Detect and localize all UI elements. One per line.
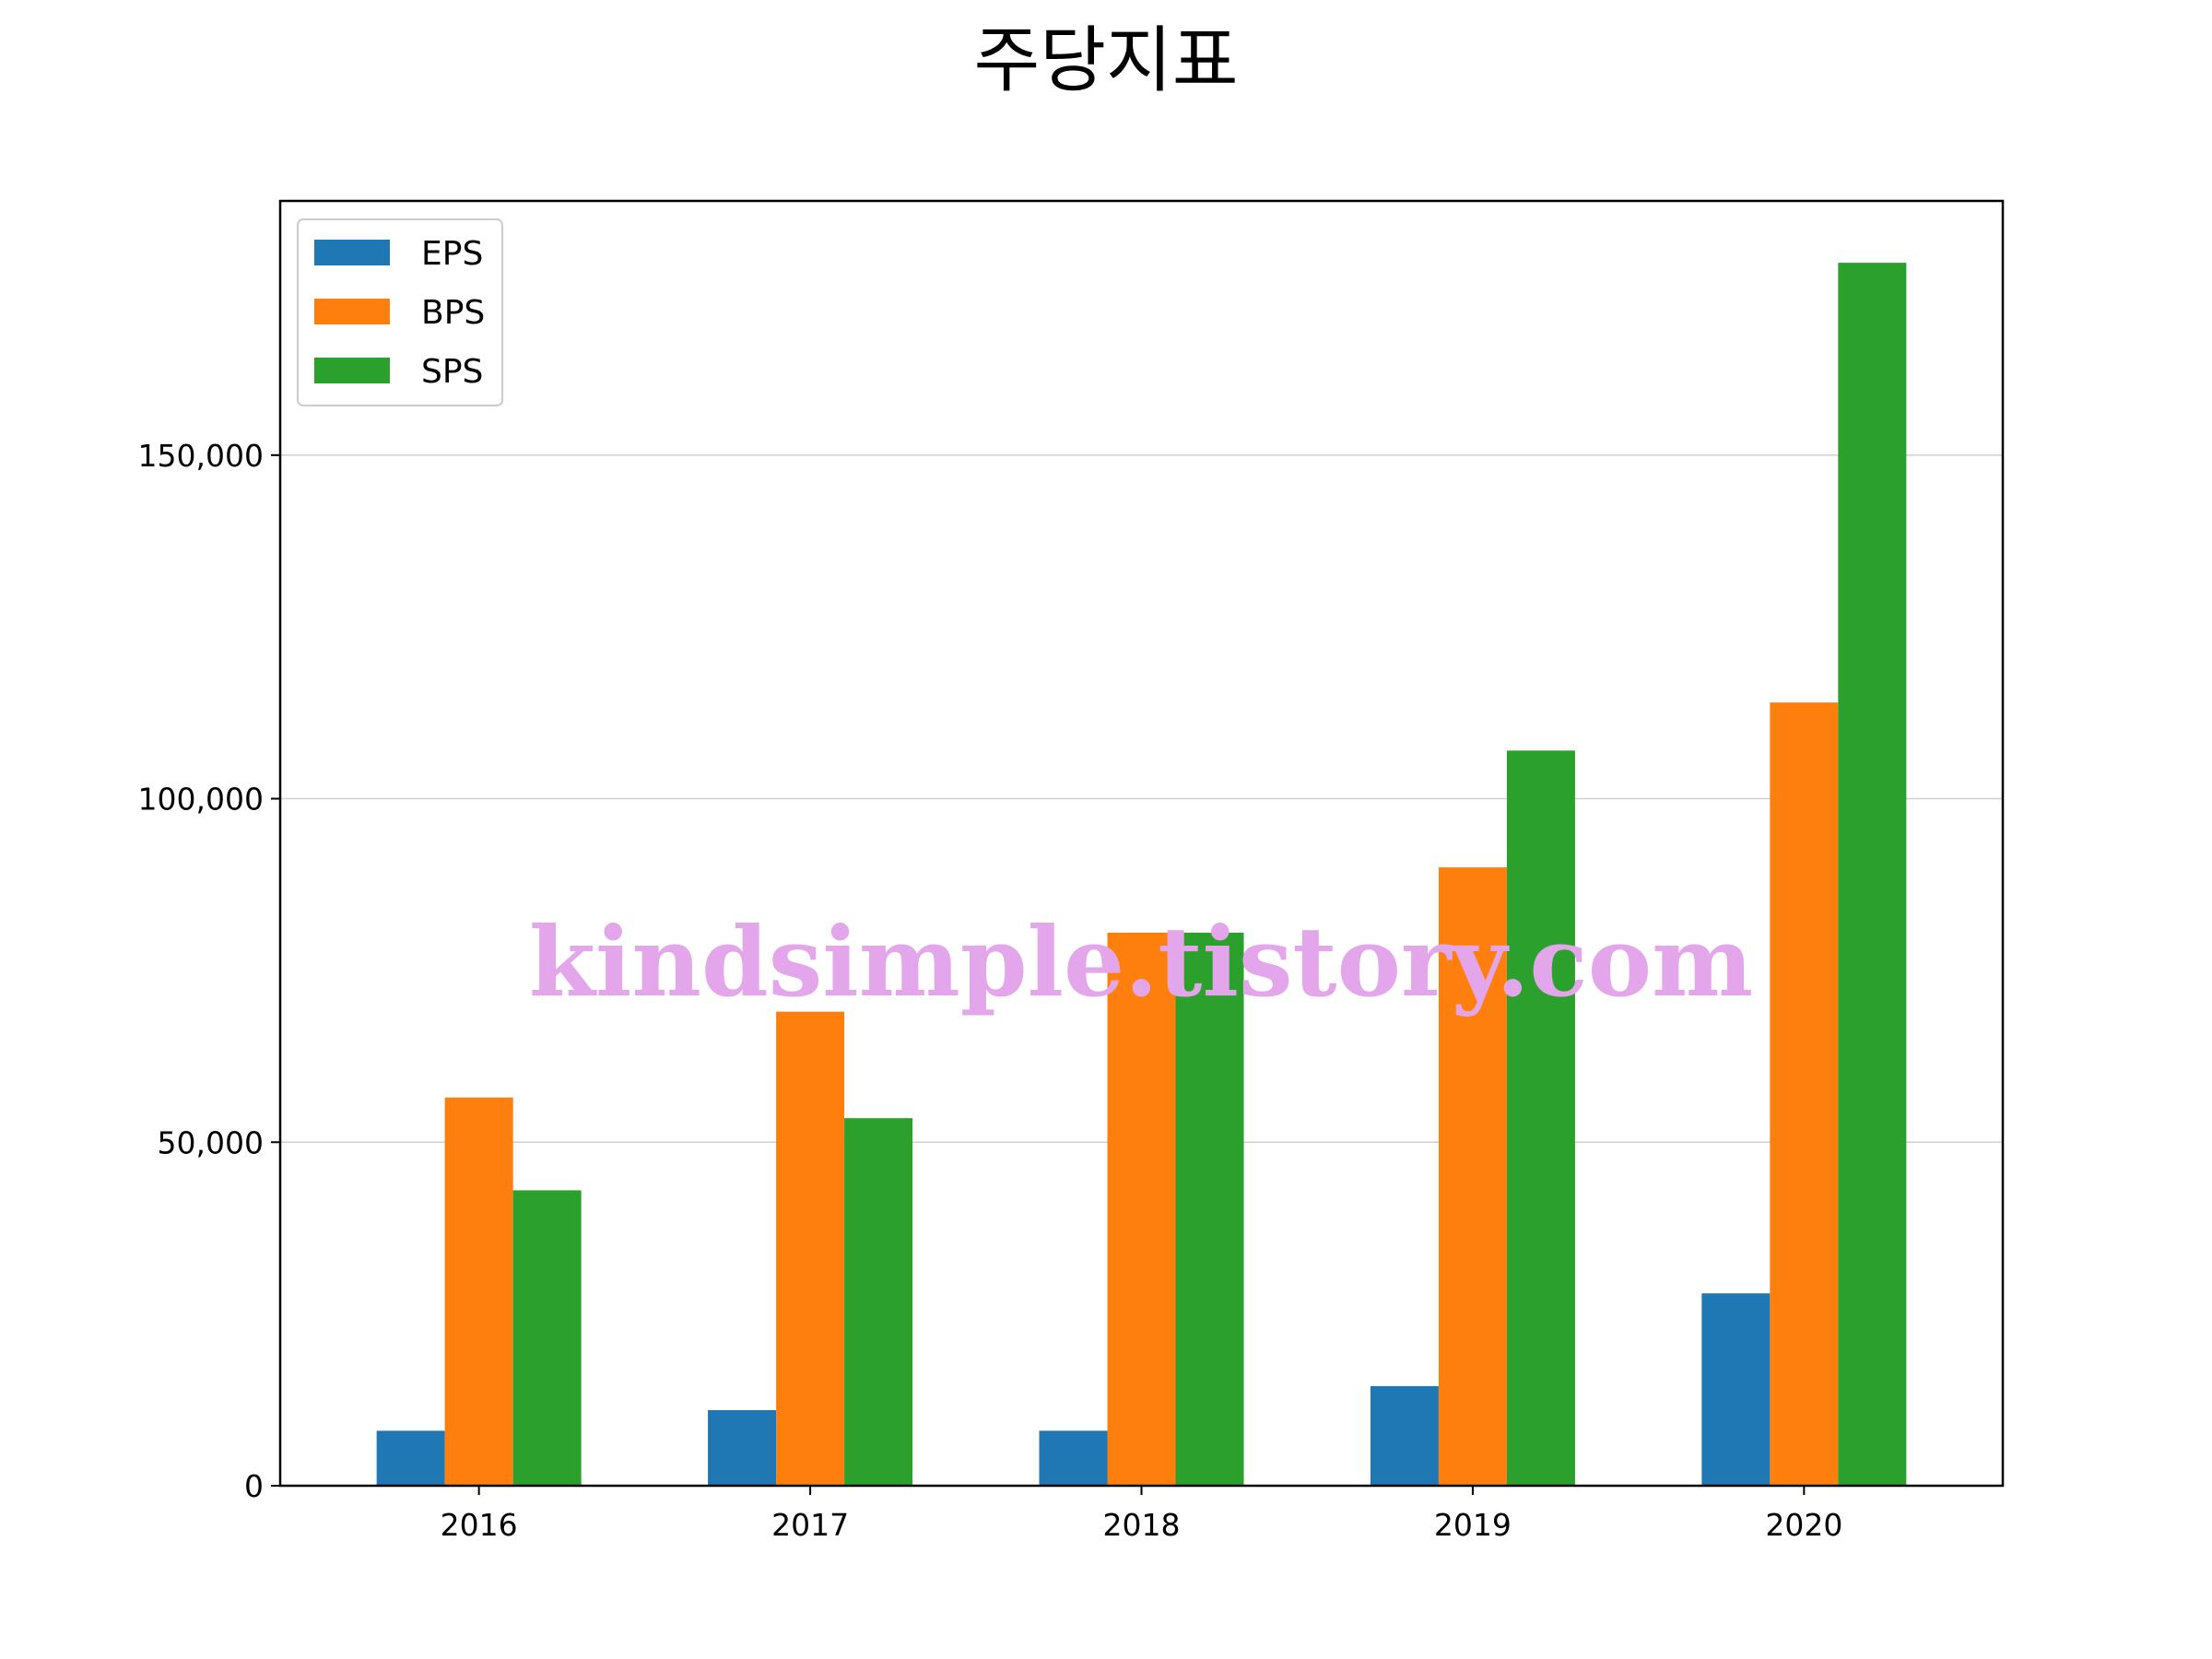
legend-swatch-bps — [314, 299, 390, 324]
bar-sps-2016 — [512, 1190, 582, 1486]
axes: 0 50,000 100,000 150,000 2016 2017 2018 2019 202… — [138, 438, 1843, 1543]
bar-sps-2017 — [844, 1118, 913, 1486]
legend-label-sps: SPS — [421, 353, 483, 391]
watermark: kindsimple.tistory.com — [529, 905, 1753, 1018]
legend-swatch-eps — [314, 240, 390, 265]
bar-eps-2018 — [1039, 1430, 1108, 1486]
legend-swatch-sps — [314, 358, 390, 383]
chart-title: 주당지표 — [973, 19, 1238, 102]
x-tick-label: 2020 — [1765, 1507, 1842, 1543]
x-tick-label: 2019 — [1434, 1507, 1512, 1543]
bar-bps-2018 — [1107, 932, 1176, 1486]
y-tick-label: 0 — [244, 1468, 264, 1504]
y-tick-label: 100,000 — [138, 782, 264, 818]
bar-bps-2020 — [1770, 702, 1839, 1486]
bar-eps-2017 — [708, 1410, 777, 1486]
x-tick-label: 2018 — [1103, 1507, 1181, 1543]
x-tick-label: 2017 — [771, 1507, 849, 1543]
bar-eps-2020 — [1701, 1293, 1771, 1486]
bar-eps-2019 — [1370, 1385, 1439, 1486]
bar-sps-2019 — [1506, 750, 1575, 1486]
legend: EPS BPS SPS — [297, 218, 503, 406]
bar-sps-2020 — [1838, 263, 1907, 1486]
bar-bps-2017 — [776, 1011, 845, 1486]
legend-label-bps: BPS — [421, 294, 485, 332]
bar-bps-2019 — [1438, 867, 1507, 1486]
bars — [376, 263, 1907, 1486]
legend-label-eps: EPS — [421, 235, 483, 273]
y-tick-label: 150,000 — [138, 438, 264, 474]
bar-bps-2016 — [444, 1097, 513, 1486]
y-tick-label: 50,000 — [158, 1124, 264, 1160]
bar-eps-2016 — [376, 1430, 445, 1486]
bar-sps-2018 — [1175, 932, 1244, 1486]
x-tick-label: 2016 — [441, 1507, 518, 1543]
